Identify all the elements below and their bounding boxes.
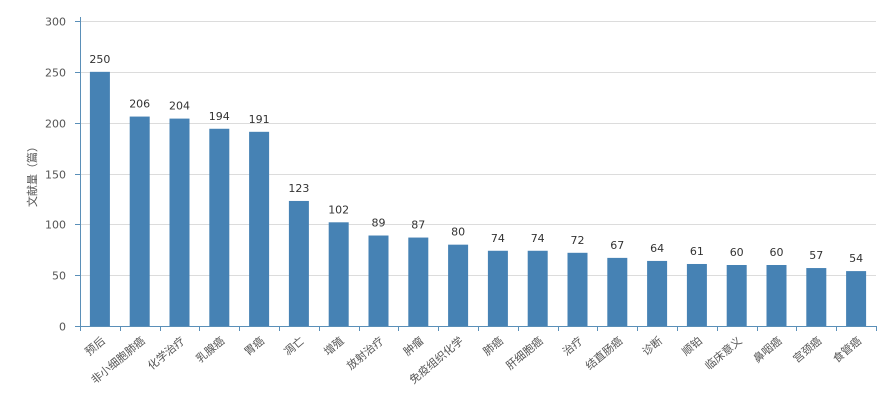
bar xyxy=(527,250,548,326)
y-tick-label: 250 xyxy=(45,67,66,80)
data-label: 89 xyxy=(372,217,386,230)
bar xyxy=(726,265,747,326)
bar xyxy=(328,222,349,326)
bar xyxy=(686,263,707,326)
x-tick-label: 鼻咽癌 xyxy=(750,334,784,366)
y-tick-label: 150 xyxy=(45,169,66,182)
gridlines xyxy=(80,21,876,276)
bar xyxy=(129,116,150,326)
y-tick-label: 300 xyxy=(45,16,66,29)
x-tick-label: 临床意义 xyxy=(702,334,745,373)
bar xyxy=(846,271,867,326)
bar xyxy=(209,128,230,326)
x-tick-label: 胃癌 xyxy=(241,334,267,359)
x-tick-label: 放射治疗 xyxy=(344,334,387,373)
data-label: 67 xyxy=(610,239,624,252)
data-label: 123 xyxy=(288,182,309,195)
y-tick-labels: 0 50 100 150 200 250 300 xyxy=(45,16,66,334)
data-label: 57 xyxy=(809,249,823,262)
x-tick-label: 肺癌 xyxy=(480,334,506,359)
data-label: 72 xyxy=(571,234,585,247)
bar xyxy=(288,200,309,326)
data-label: 204 xyxy=(169,100,190,113)
data-label: 191 xyxy=(249,113,270,126)
y-tick-label: 50 xyxy=(52,270,66,283)
data-label: 64 xyxy=(650,242,664,255)
x-tick-label: 肿瘤 xyxy=(400,334,426,359)
y-tick-label: 100 xyxy=(45,219,66,232)
bars xyxy=(89,71,867,326)
x-tick-label: 诊断 xyxy=(639,334,665,359)
bar xyxy=(408,237,429,326)
x-tick-label: 肝细胞癌 xyxy=(503,334,546,373)
y-axis-title: 文献量（篇） xyxy=(25,141,39,207)
bar xyxy=(567,252,588,326)
data-label: 74 xyxy=(531,232,545,245)
x-tick-label: 食管癌 xyxy=(830,334,864,366)
bar xyxy=(249,131,270,326)
bar xyxy=(169,118,190,326)
data-label: 74 xyxy=(491,232,505,245)
bar xyxy=(806,268,827,326)
data-label: 80 xyxy=(451,226,465,239)
data-label: 250 xyxy=(89,53,110,66)
data-label: 60 xyxy=(730,246,744,259)
bar xyxy=(487,250,508,326)
data-label: 194 xyxy=(209,110,230,123)
x-tick-label: 治疗 xyxy=(560,334,586,359)
y-tick-label: 0 xyxy=(59,321,66,334)
data-label: 206 xyxy=(129,98,150,111)
bar xyxy=(766,265,787,326)
bar xyxy=(368,235,389,326)
bar xyxy=(89,71,110,326)
bar xyxy=(448,244,469,326)
axes xyxy=(75,17,877,331)
x-tick-labels: 预后非小细胞肺癌化学治疗 乳腺癌 胃癌 凋亡 增殖放射治疗 肿瘤免疫组织化学 肺癌肝细胞癌治… xyxy=(83,334,864,387)
data-label: 60 xyxy=(770,246,784,259)
data-label: 54 xyxy=(849,252,863,265)
x-tick-label: 乳腺癌 xyxy=(193,334,227,366)
data-label: 61 xyxy=(690,245,704,258)
data-label: 102 xyxy=(328,203,349,216)
x-tick-label: 凋亡 xyxy=(281,334,307,359)
bar xyxy=(607,257,628,326)
bar xyxy=(647,260,668,326)
y-tick-label: 200 xyxy=(45,118,66,131)
data-labels: 250 206 204 194 191 123 102 89 87 80 74 74 72 67 64 61 6… xyxy=(89,53,863,265)
x-tick-label: 化学治疗 xyxy=(145,334,188,373)
x-tick-label: 结直肠癌 xyxy=(583,334,626,373)
x-tick-label: 增殖 xyxy=(321,334,347,359)
x-tick-label: 宫颈癌 xyxy=(790,334,824,366)
x-tick-label: 预后 xyxy=(83,334,108,358)
data-label: 87 xyxy=(411,219,425,232)
x-tick-label: 顺铂 xyxy=(679,334,705,359)
